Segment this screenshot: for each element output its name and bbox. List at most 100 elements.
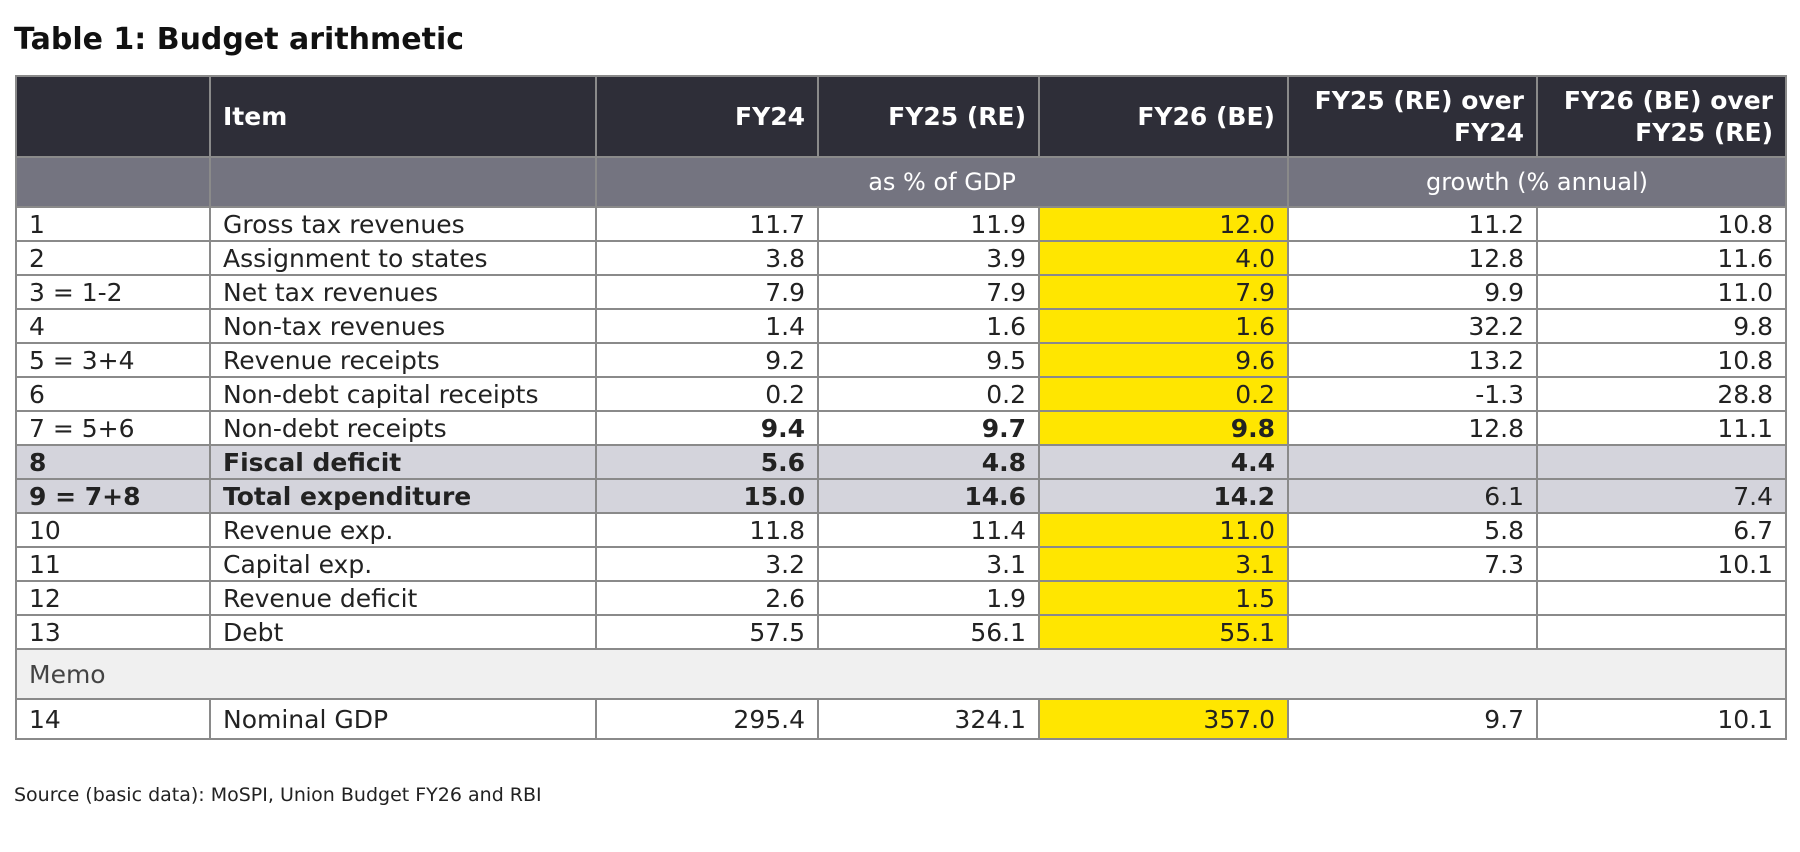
value-cell: 3.1 <box>1038 546 1289 582</box>
value-cell: 3.8 <box>595 240 819 276</box>
value-cell <box>1287 580 1538 616</box>
row-label: 12 <box>15 580 211 616</box>
value-cell: 11.6 <box>1536 240 1787 276</box>
budget-table: Item FY24 FY25 (RE) FY26 (BE) FY25 (RE) … <box>15 75 1787 740</box>
subheader-cell <box>209 156 597 208</box>
value-cell: 4.8 <box>817 444 1040 480</box>
value-cell: 0.2 <box>1038 376 1289 412</box>
value-cell: 6.7 <box>1536 512 1787 548</box>
item-cell: Net tax revenues <box>209 274 597 310</box>
table-row: 2 Assignment to states 3.8 3.9 4.0 12.8 11.6 <box>15 240 1787 276</box>
value-cell <box>1536 614 1787 650</box>
header-cell: FY26 (BE) <box>1038 75 1289 158</box>
value-cell: 0.2 <box>817 376 1040 412</box>
item-cell: Fiscal deficit <box>209 444 597 480</box>
value-cell: 1.6 <box>1038 308 1289 344</box>
value-cell: 57.5 <box>595 614 819 650</box>
item-cell: Debt <box>209 614 597 650</box>
subheader-row: as % of GDP growth (% annual) <box>15 156 1787 208</box>
row-label: 7 = 5+6 <box>15 410 211 446</box>
table-row: 7 = 5+6 Non-debt receipts 9.4 9.7 9.8 12.8 11.… <box>15 410 1787 446</box>
value-cell <box>1287 444 1538 480</box>
value-cell: 324.1 <box>817 698 1040 740</box>
table-row: 12 Revenue deficit 2.6 1.9 1.5 <box>15 580 1787 616</box>
table-title: Table 1: Budget arithmetic <box>14 22 465 57</box>
item-cell: Capital exp. <box>209 546 597 582</box>
row-label: 11 <box>15 546 211 582</box>
value-cell: 10.1 <box>1536 698 1787 740</box>
value-cell: 9.5 <box>817 342 1040 378</box>
value-cell: 9.7 <box>1287 698 1538 740</box>
header-cell: FY26 (BE) over FY25 (RE) <box>1536 75 1787 158</box>
value-cell: 1.4 <box>595 308 819 344</box>
value-cell: 10.8 <box>1536 206 1787 242</box>
value-cell: 9.6 <box>1038 342 1289 378</box>
value-cell: 32.2 <box>1287 308 1538 344</box>
value-cell: 5.6 <box>595 444 819 480</box>
value-cell: 10.1 <box>1536 546 1787 582</box>
table-row: 6 Non-debt capital receipts 0.2 0.2 0.2 -1.3 2… <box>15 376 1787 412</box>
value-cell: 1.5 <box>1038 580 1289 616</box>
value-cell: 295.4 <box>595 698 819 740</box>
value-cell <box>1536 444 1787 480</box>
value-cell: 10.8 <box>1536 342 1787 378</box>
value-cell: 14.6 <box>817 478 1040 514</box>
row-label: 10 <box>15 512 211 548</box>
row-label: 1 <box>15 206 211 242</box>
header-cell: FY25 (RE) over FY24 <box>1287 75 1538 158</box>
subheader-cell: growth (% annual) <box>1287 156 1787 208</box>
value-cell: 1.6 <box>817 308 1040 344</box>
value-cell: 14.2 <box>1038 478 1289 514</box>
item-cell: Non-tax revenues <box>209 308 597 344</box>
value-cell: 3.1 <box>817 546 1040 582</box>
item-cell: Revenue deficit <box>209 580 597 616</box>
row-label: 13 <box>15 614 211 650</box>
value-cell: 11.7 <box>595 206 819 242</box>
memo-row: Memo <box>15 648 1787 700</box>
item-cell: Revenue receipts <box>209 342 597 378</box>
item-cell: Nominal GDP <box>209 698 597 740</box>
table-row: 1 Gross tax revenues 11.7 11.9 12.0 11.2 10.8 <box>15 206 1787 242</box>
subheader-cell <box>15 156 211 208</box>
value-cell: 7.3 <box>1287 546 1538 582</box>
value-cell: 6.1 <box>1287 478 1538 514</box>
row-label: 9 = 7+8 <box>15 478 211 514</box>
table-row: 11 Capital exp. 3.2 3.1 3.1 7.3 10.1 <box>15 546 1787 582</box>
value-cell: 28.8 <box>1536 376 1787 412</box>
value-cell: 11.2 <box>1287 206 1538 242</box>
table-row: 10 Revenue exp. 11.8 11.4 11.0 5.8 6.7 <box>15 512 1787 548</box>
value-cell: 9.4 <box>595 410 819 446</box>
subheader-cell: as % of GDP <box>595 156 1289 208</box>
value-cell: 11.0 <box>1536 274 1787 310</box>
row-label: 2 <box>15 240 211 276</box>
item-cell: Assignment to states <box>209 240 597 276</box>
value-cell: 11.8 <box>595 512 819 548</box>
item-cell: Non-debt capital receipts <box>209 376 597 412</box>
value-cell: 4.4 <box>1038 444 1289 480</box>
row-label: 14 <box>15 698 211 740</box>
value-cell: 5.8 <box>1287 512 1538 548</box>
header-cell: FY25 (RE) <box>817 75 1040 158</box>
row-label: 3 = 1-2 <box>15 274 211 310</box>
value-cell: 9.2 <box>595 342 819 378</box>
value-cell: 13.2 <box>1287 342 1538 378</box>
value-cell: 11.9 <box>817 206 1040 242</box>
header-cell: FY24 <box>595 75 819 158</box>
item-cell: Gross tax revenues <box>209 206 597 242</box>
row-label: 6 <box>15 376 211 412</box>
value-cell: 9.9 <box>1287 274 1538 310</box>
table-row: 13 Debt 57.5 56.1 55.1 <box>15 614 1787 650</box>
value-cell: 1.9 <box>817 580 1040 616</box>
value-cell: 11.1 <box>1536 410 1787 446</box>
value-cell: 7.9 <box>1038 274 1289 310</box>
table-row: 9 = 7+8 Total expenditure 15.0 14.6 14.2 6.1 7… <box>15 478 1787 514</box>
header-cell: Item <box>209 75 597 158</box>
table-row: 3 = 1-2 Net tax revenues 7.9 7.9 7.9 9.9 11.0 <box>15 274 1787 310</box>
value-cell: 12.8 <box>1287 410 1538 446</box>
value-cell: 3.2 <box>595 546 819 582</box>
source-note: Source (basic data): MoSPI, Union Budget… <box>14 784 542 806</box>
table-row: 14 Nominal GDP 295.4 324.1 357.0 9.7 10.1 <box>15 698 1787 740</box>
value-cell: 11.4 <box>817 512 1040 548</box>
value-cell: 0.2 <box>595 376 819 412</box>
